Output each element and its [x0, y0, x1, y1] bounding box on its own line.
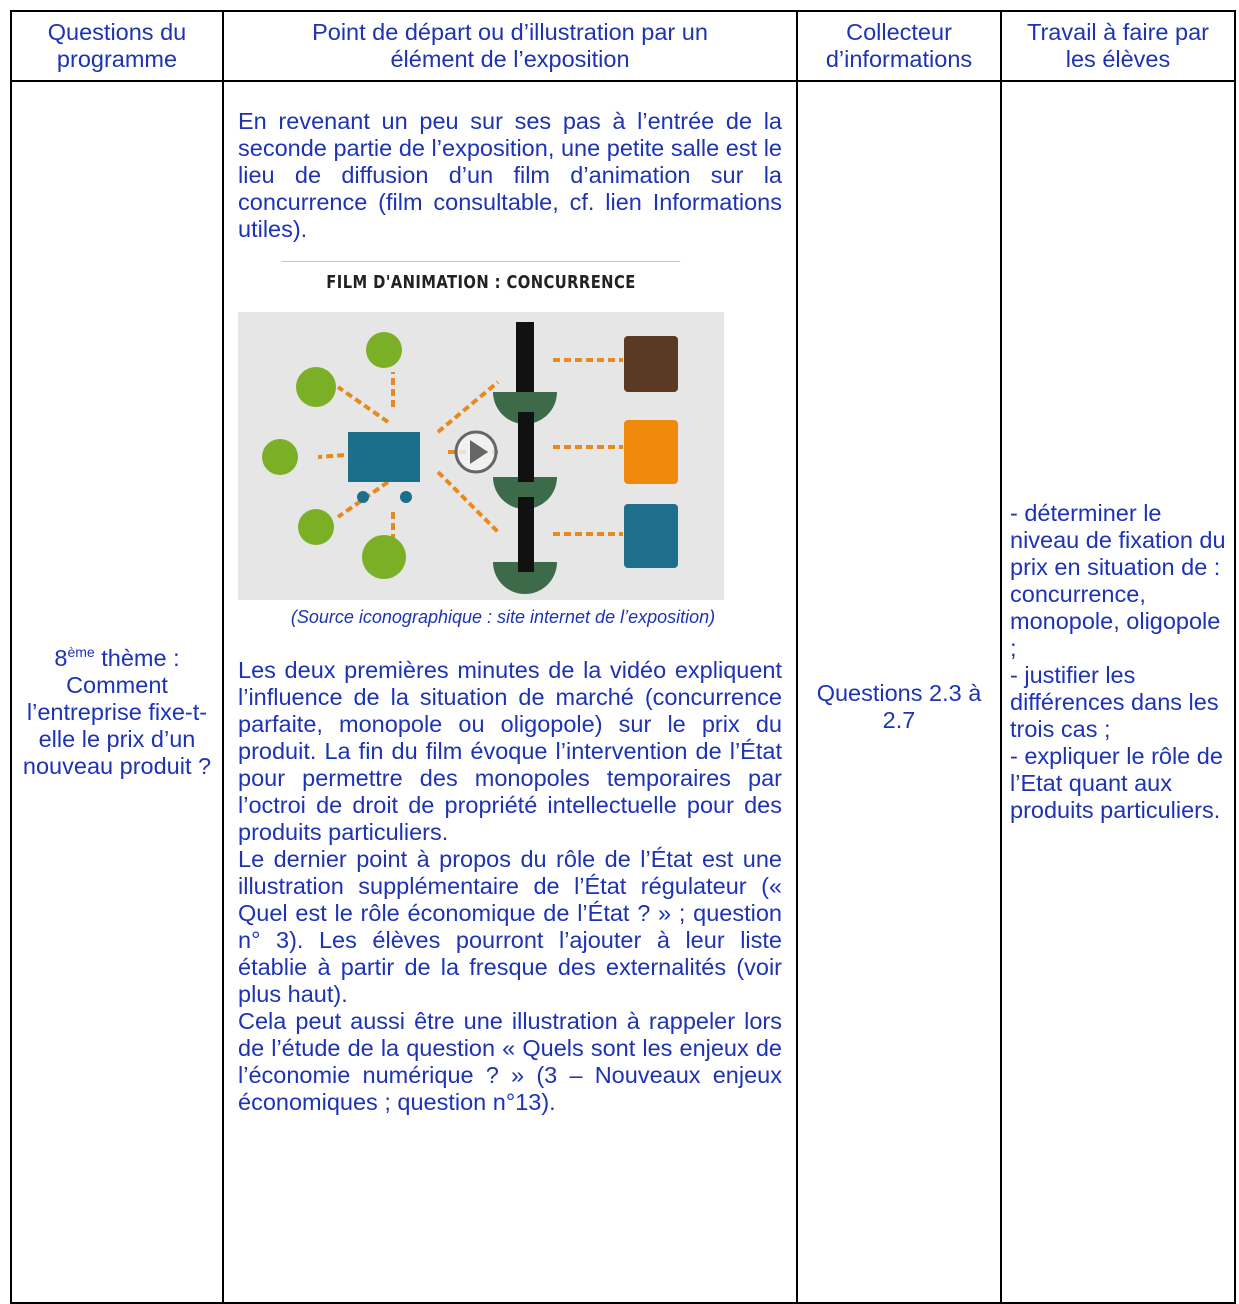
paragraph: Les deux premières minutes de la vidéo e…	[238, 657, 782, 845]
intro-paragraph: En revenant un peu sur ses pas à l’entré…	[238, 108, 782, 242]
image-caption: (Source iconographique : site internet d…	[290, 607, 716, 627]
collector-cell: Questions 2.3 à 2.7	[796, 80, 1002, 1304]
task: - expliquer le rôle de l’Etat quant aux …	[1010, 743, 1223, 823]
header-row: Questions du programme Point de départ o…	[10, 10, 1236, 82]
image-title: FILM D'ANIMATION : CONCURRENCE	[281, 261, 681, 304]
header-cell: Point de départ ou d’illustration par un…	[222, 10, 798, 82]
header-cell: Questions du programme	[10, 10, 224, 82]
theme-text: thème : Comment l’entreprise fixe-t-elle…	[22, 644, 212, 779]
paragraph: Le dernier point à propos du rôle de l’É…	[238, 846, 782, 1007]
body-row: 8ème thème : Comment l’entreprise fixe-t…	[10, 80, 1236, 1304]
theme-number: 8	[54, 644, 68, 671]
task: - justifier les différences dans les tro…	[1010, 662, 1219, 742]
tasks-cell: - déterminer le niveau de fixation du pr…	[1000, 80, 1236, 1304]
image-block: FILM D'ANIMATION : CONCURRENCE	[238, 261, 724, 600]
theme-cell: 8ème thème : Comment l’entreprise fixe-t…	[10, 80, 224, 1304]
header-cell: Collecteur d’informations	[796, 10, 1002, 82]
theme-superscript: ème	[67, 643, 95, 660]
task: - déterminer le niveau de fixation du pr…	[1010, 500, 1226, 661]
program-table: Questions du programme Point de départ o…	[10, 10, 1236, 1304]
header-cell: Travail à faire par les élèves	[1000, 10, 1236, 82]
video-thumbnail	[238, 312, 724, 600]
paragraph: Cela peut aussi être une illustration à …	[238, 1008, 782, 1115]
illustration-cell: En revenant un peu sur ses pas à l’entré…	[222, 80, 798, 1304]
